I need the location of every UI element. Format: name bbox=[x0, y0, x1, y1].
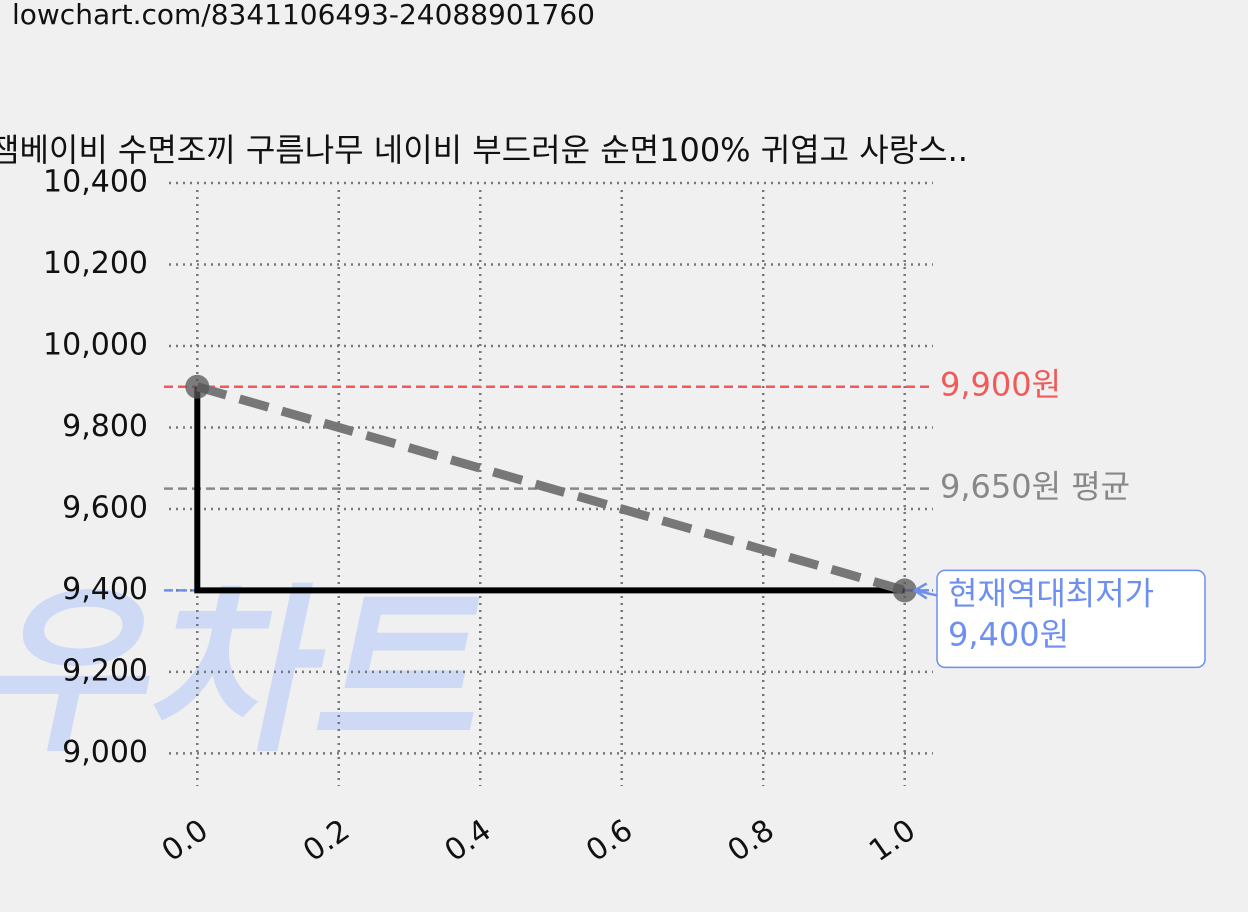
x-tick-label: 0.0 bbox=[156, 813, 215, 869]
url: lowchart.com/8341106493-24088901760 bbox=[12, 0, 595, 31]
annotation-arrow bbox=[912, 582, 938, 600]
x-tick-label: 0.4 bbox=[439, 813, 498, 869]
y-tick-label: 10,000 bbox=[43, 327, 148, 362]
watermark: 로우차트 bbox=[0, 567, 511, 777]
x-tick-label: 1.0 bbox=[863, 813, 922, 869]
chart-title: 잼베이비 수면조끼 구름나무 네이비 부드러운 순면100% 귀엽고 사랑스.. bbox=[0, 131, 968, 169]
y-tick-label: 9,800 bbox=[62, 409, 148, 444]
x-tick-label: 0.2 bbox=[297, 813, 356, 869]
x-tick-label: 0.6 bbox=[580, 813, 639, 869]
y-tick-label: 10,200 bbox=[43, 246, 148, 281]
y-tick-label: 9,400 bbox=[62, 572, 148, 607]
reference-label: 9,900원 bbox=[940, 366, 1061, 404]
annotation-note: 현재역대최저가 bbox=[948, 574, 1154, 612]
trend-line bbox=[196, 382, 906, 595]
y-tick-label: 9,200 bbox=[62, 653, 148, 688]
annotation-box bbox=[936, 569, 1206, 669]
point bbox=[892, 578, 917, 603]
point bbox=[185, 374, 210, 399]
annotation-label: 9,400원 bbox=[948, 615, 1069, 653]
x-tick-label: 0.8 bbox=[722, 813, 781, 869]
reference-label: 9,650원 평균 bbox=[940, 468, 1130, 506]
marks bbox=[164, 374, 933, 603]
price-line bbox=[194, 386, 905, 594]
y-tick-label: 9,000 bbox=[62, 735, 148, 770]
y-tick-label: 9,600 bbox=[62, 490, 148, 525]
y-tick-label: 10,400 bbox=[43, 165, 148, 200]
